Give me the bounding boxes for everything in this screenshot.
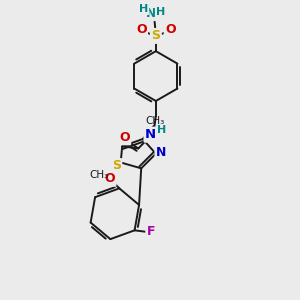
Text: S: S [152,29,160,42]
Text: CH₃: CH₃ [89,170,108,180]
Text: CH₃: CH₃ [146,116,165,127]
Text: F: F [147,225,155,238]
Text: N: N [146,7,156,20]
Text: S: S [112,160,121,172]
Text: O: O [165,23,176,36]
Text: O: O [104,172,115,185]
Text: H: H [139,4,148,14]
Text: N: N [145,128,156,141]
Text: O: O [136,23,146,36]
Text: H: H [157,125,166,135]
Text: O: O [119,131,130,144]
Text: H: H [156,7,166,16]
Text: N: N [156,146,166,159]
